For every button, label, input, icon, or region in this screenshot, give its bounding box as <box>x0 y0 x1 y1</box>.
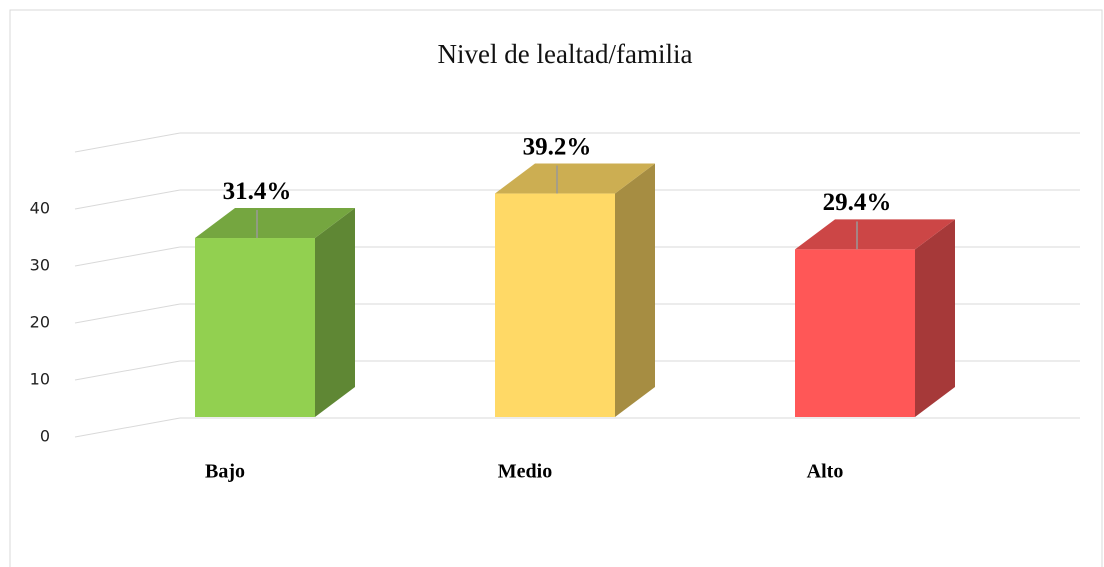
bar-side <box>615 163 655 417</box>
y-tick-label: 30 <box>30 256 50 275</box>
value-label: 31.4% <box>223 178 292 205</box>
bar-side <box>915 219 955 417</box>
bar <box>495 193 615 417</box>
grid-line <box>74 417 181 438</box>
x-tick-label: Medio <box>498 461 552 483</box>
grid-line <box>74 303 181 324</box>
value-label: 39.2% <box>523 133 592 160</box>
chart-title: Nivel de lealtad/familia <box>438 39 693 69</box>
bar-side <box>315 208 355 417</box>
grid-line <box>74 246 181 267</box>
y-tick-label: 10 <box>30 370 50 389</box>
x-tick-label: Alto <box>807 461 844 483</box>
bar <box>195 238 315 417</box>
x-tick-label: Bajo <box>205 461 245 483</box>
value-label: 29.4% <box>823 189 892 216</box>
bar-top <box>495 163 655 194</box>
bar <box>795 249 915 417</box>
grid-line <box>74 360 181 381</box>
y-tick-label: 20 <box>30 313 50 332</box>
y-tick-label: 0 <box>40 427 50 446</box>
y-tick-label: 40 <box>30 199 50 218</box>
grid-line <box>74 132 181 153</box>
grid-line <box>74 189 181 210</box>
bar-top <box>195 208 355 239</box>
bar-top <box>795 219 955 250</box>
